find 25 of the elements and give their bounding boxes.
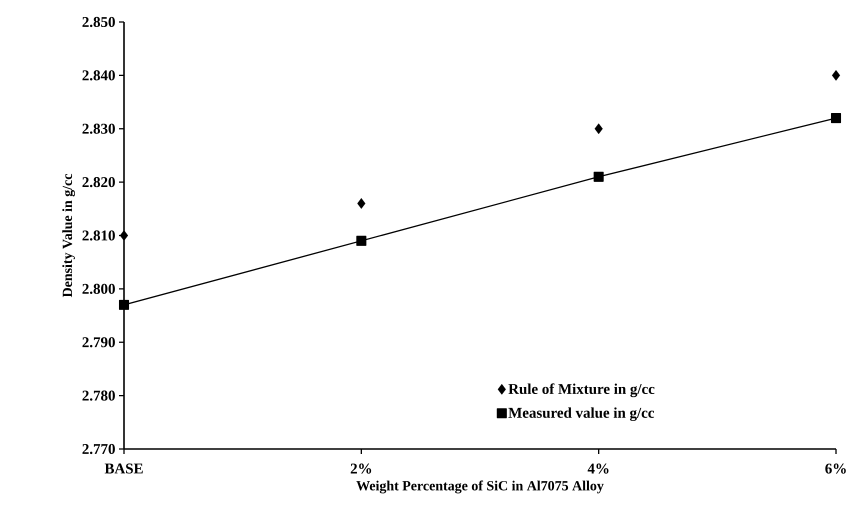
point: [832, 70, 840, 81]
y-tick-label: 2.790: [82, 337, 115, 348]
y-tick-label: 2.850: [82, 16, 115, 28]
x-axis-title: Weight Percentage of SiC in Al7075 Alloy: [356, 480, 604, 494]
point: [356, 236, 366, 246]
legend-label: Rule of Mixture in g/cc: [508, 383, 654, 398]
y-tick-label: 2.820: [82, 177, 115, 188]
point: [594, 123, 603, 134]
point: [120, 230, 128, 241]
y-tick-label: 2.810: [82, 230, 115, 241]
point: [830, 113, 842, 124]
point: [357, 198, 366, 209]
point: [118, 300, 130, 310]
point: [594, 172, 604, 182]
x-tick-label: 4%: [588, 464, 608, 474]
y-tick-label: 2.770: [82, 444, 115, 454]
legend-label: Measured value in g/cc: [508, 407, 654, 421]
x-tick-label: 6%: [825, 464, 846, 474]
y-tick-label: 2.780: [82, 390, 115, 401]
x-tick-label: 2%: [350, 464, 372, 474]
y-tick-label: 2.840: [82, 70, 115, 80]
y-tick-label: 2.800: [82, 284, 115, 294]
y-tick-label: 2.830: [82, 124, 115, 134]
y-axis-title: Density Value in g/cc: [62, 174, 76, 298]
x-tick-label: BASE: [104, 464, 143, 474]
